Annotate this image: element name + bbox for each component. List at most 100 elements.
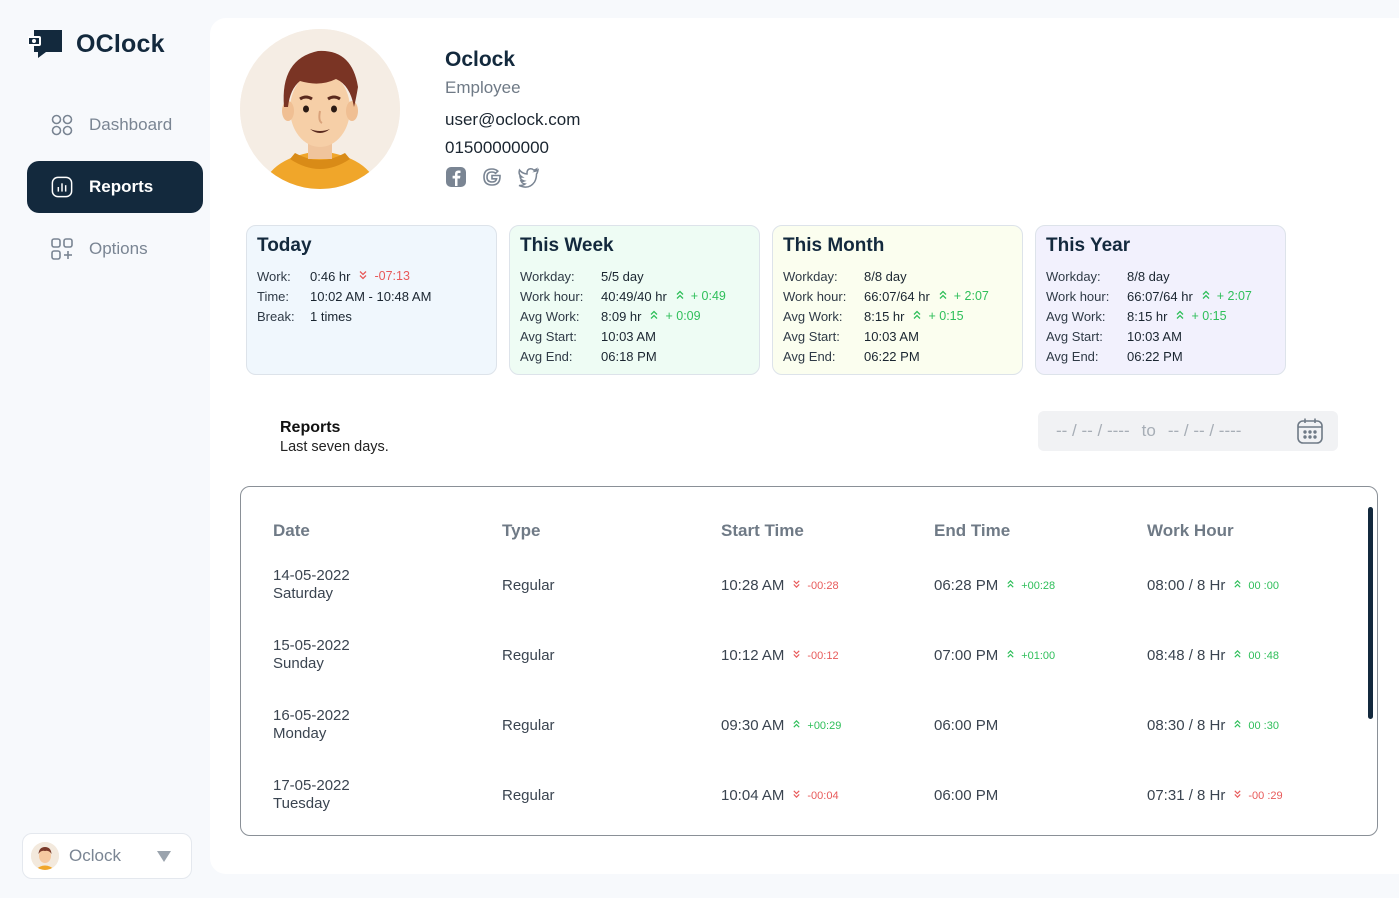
stat-value: 10:02 AM - 10:48 AM: [310, 288, 432, 304]
stat-delta-value: + 0:15: [928, 309, 964, 323]
row-work-delta: 00 :00: [1233, 579, 1279, 592]
profile-info: Oclock Employee user@oclock.com 01500000…: [445, 48, 580, 188]
stat-delta-value: + 2:07: [1216, 289, 1252, 303]
row-start-delta: +00:29: [792, 719, 841, 732]
sidebar-item-label: Options: [89, 239, 148, 258]
cell-date: 17-05-2022 Tuesday: [273, 777, 350, 812]
header-start-time: Start Time: [721, 521, 804, 540]
profile-name: Oclock: [445, 48, 516, 71]
table-row[interactable]: 15-05-2022 Sunday Regular 10:12 AM -00:1…: [241, 637, 1377, 687]
cell-work: 08:30 / 8 Hr 00 :30: [1147, 717, 1279, 734]
stat-delta: + 0:09: [649, 309, 701, 323]
date-from-input[interactable]: -- / -- / ----: [1056, 421, 1130, 440]
table-row[interactable]: 17-05-2022 Tuesday Regular 10:04 AM -00:…: [241, 777, 1377, 827]
twitter-icon[interactable]: [517, 166, 539, 188]
date-to-input[interactable]: -- / -- / ----: [1167, 421, 1242, 440]
stat-label: Avg End:: [520, 348, 573, 364]
delta-value: -00:12: [807, 649, 839, 662]
row-date: 16-05-2022: [273, 707, 350, 724]
sidebar-item-label: Reports: [89, 177, 154, 196]
chevron-double-up-icon: [1175, 309, 1185, 323]
stat-value: 10:03 AM: [1127, 328, 1182, 344]
row-date: 15-05-2022: [273, 637, 350, 654]
stat-value: 10:03 AM: [864, 328, 919, 344]
user-menu-button[interactable]: Oclock: [22, 833, 192, 879]
stat-delta-value: + 0:15: [1191, 309, 1227, 323]
row-work: 08:00 / 8 Hr: [1147, 577, 1226, 594]
app-name: OClock: [76, 29, 165, 58]
card-this-month: This Month Workday: 8/8 day Work hour: 66:…: [772, 225, 1023, 375]
chevron-double-up-icon: [1006, 579, 1015, 592]
stat-delta: + 0:15: [1175, 309, 1227, 323]
cell-end: 06:00 PM: [934, 717, 998, 734]
row-day: Sunday: [273, 655, 324, 672]
stat-delta: + 2:07: [938, 289, 989, 303]
profile-phone: 01500000000: [445, 138, 550, 157]
stat-value: 8:15 hr: [864, 308, 905, 324]
stat-label: Avg Work:: [783, 308, 843, 324]
sidebar-item-options[interactable]: Options: [27, 223, 203, 275]
reports-table: Date Type Start Time End Time Work Hour …: [240, 486, 1378, 836]
stat-label: Avg Start:: [1046, 328, 1103, 344]
stat-value: 8:09 hr: [601, 308, 642, 324]
row-date: 17-05-2022: [273, 777, 350, 794]
stat-value: 06:18 PM: [601, 348, 657, 364]
chart-icon: [51, 176, 73, 198]
date-range-separator: to: [1141, 421, 1156, 440]
row-type: Regular: [502, 647, 555, 664]
app-logo[interactable]: OClock: [28, 28, 165, 60]
facebook-icon[interactable]: [445, 166, 467, 188]
sidebar: OClock Dashboard Reports: [0, 0, 210, 898]
chevron-double-down-icon: [1233, 789, 1242, 802]
delta-value: +00:28: [1021, 579, 1056, 592]
chevron-double-down-icon: [358, 269, 368, 283]
cell-end: 07:00 PM +01:00: [934, 647, 1055, 664]
card-this-year: This Year Workday: 8/8 day Work hour: 66:0…: [1035, 225, 1286, 375]
sidebar-item-dashboard[interactable]: Dashboard: [27, 99, 203, 151]
chevron-double-up-icon: [1233, 719, 1242, 732]
row-day: Monday: [273, 725, 327, 742]
sidebar-item-reports[interactable]: Reports: [27, 161, 203, 213]
cell-start: 09:30 AM +00:29: [721, 717, 841, 734]
card-row: Time: 10:02 AM - 10:48 AM: [257, 286, 486, 306]
delta-value: +01:00: [1021, 649, 1056, 662]
row-start: 09:30 AM: [721, 717, 785, 734]
stat-label: Workday:: [1046, 268, 1101, 284]
stat-value: 10:03 AM: [601, 328, 656, 344]
header-type: Type: [502, 521, 541, 540]
stat-delta: + 0:49: [675, 289, 726, 303]
date-range-picker[interactable]: -- / -- / ---- to -- / -- / ----: [1038, 411, 1338, 451]
header-date: Date: [273, 521, 310, 540]
profile-avatar: [240, 29, 400, 189]
stat-label: Workday:: [783, 268, 838, 284]
row-end: 07:00 PM: [934, 647, 999, 664]
avatar: [31, 842, 59, 870]
table-row[interactable]: 14-05-2022 Saturday Regular 10:28 AM -00…: [241, 567, 1377, 617]
stat-value: 8/8 day: [1127, 268, 1170, 284]
chevron-double-down-icon: [792, 789, 801, 802]
row-day: Saturday: [273, 585, 334, 602]
delta-value: 00 :30: [1248, 719, 1279, 732]
header-end-time: End Time: [934, 521, 1011, 540]
table-scrollbar[interactable]: [1368, 507, 1373, 719]
card-row: Avg Work: 8:09 hr + 0:09: [520, 306, 749, 326]
stat-label: Workday:: [520, 268, 575, 284]
stat-label: Work hour:: [1046, 288, 1110, 304]
card-row: Workday: 8/8 day: [1046, 266, 1275, 286]
stat-value: 5/5 day: [601, 268, 644, 284]
cell-date: 16-05-2022 Monday: [273, 707, 350, 742]
reports-title: Reports: [280, 419, 341, 436]
card-row: Avg Work: 8:15 hr + 0:15: [783, 306, 1012, 326]
row-work: 08:30 / 8 Hr: [1147, 717, 1226, 734]
calendar-icon[interactable]: [1296, 417, 1324, 450]
card-row: Avg End: 06:18 PM: [520, 346, 749, 366]
stat-value: 8:15 hr: [1127, 308, 1168, 324]
chevron-double-up-icon: [792, 719, 801, 732]
google-icon[interactable]: [481, 166, 503, 188]
row-end: 06:00 PM: [934, 787, 999, 804]
grid-plus-icon: [51, 238, 73, 260]
card-row: Avg End: 06:22 PM: [783, 346, 1012, 366]
table-row[interactable]: 16-05-2022 Monday Regular 09:30 AM +00:2…: [241, 707, 1377, 757]
card-row: Work hour: 66:07/64 hr + 2:07: [783, 286, 1012, 306]
chevron-double-up-icon: [1201, 289, 1211, 303]
